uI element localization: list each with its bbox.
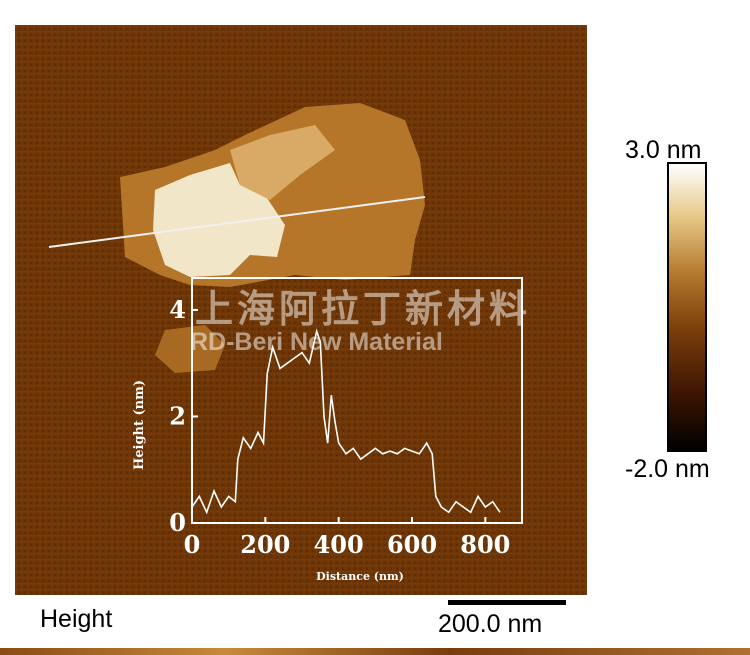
x-tick-label: 400 xyxy=(314,530,364,559)
height-colorbar xyxy=(667,162,707,452)
x-axis-ticks: 0 200 400 600 800 xyxy=(184,517,510,559)
y-axis-ticks: 0 2 4 xyxy=(169,295,198,537)
colorbar-max-label: 3.0 nm xyxy=(625,136,702,164)
x-tick-label: 800 xyxy=(460,530,510,559)
profile-line xyxy=(48,196,426,248)
scale-bar xyxy=(448,600,566,605)
watermark-english: RD-Beri New Material xyxy=(190,328,443,356)
cropped-image-edge xyxy=(0,648,750,655)
x-axis-label: Distance (nm) xyxy=(316,570,404,583)
afm-plot-svg: 0 2 4 0 200 400 600 800 Height (nm) Distance (… xyxy=(15,25,587,595)
channel-label: Height xyxy=(40,605,113,633)
x-tick-label: 600 xyxy=(387,530,437,559)
colorbar-min-label: -2.0 nm xyxy=(625,455,710,483)
afm-height-image: 0 2 4 0 200 400 600 800 Height (nm) Distance (… xyxy=(15,25,587,595)
flake-thick-region xyxy=(153,163,285,277)
flake-lower-patch xyxy=(155,325,225,373)
profile-inset-frame xyxy=(191,277,523,524)
flake-mid-region xyxy=(230,125,335,200)
y-axis-label: Height (nm) xyxy=(132,380,147,470)
y-tick-label: 4 xyxy=(169,295,186,324)
y-tick-label: 2 xyxy=(169,401,186,430)
height-profile-trace xyxy=(191,328,501,515)
x-tick-label: 200 xyxy=(240,530,290,559)
scale-bar-label: 200.0 nm xyxy=(438,610,543,638)
watermark-chinese: 上海阿拉丁新材料 xyxy=(195,289,532,331)
y-tick-label: 0 xyxy=(169,508,186,537)
x-tick-label: 0 xyxy=(184,530,201,559)
